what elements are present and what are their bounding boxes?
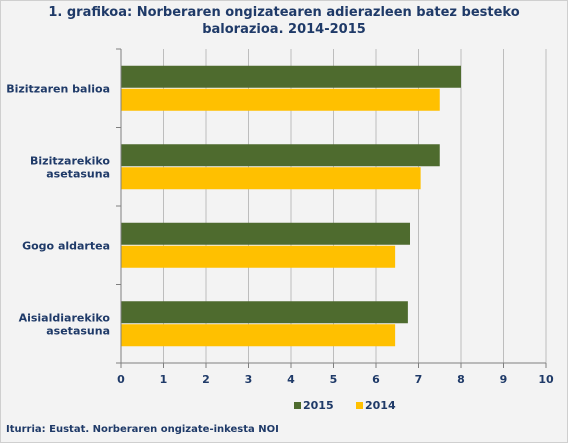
category-label-line: Gogo aldartea [22, 239, 110, 252]
category-label: Gogo aldartea [22, 239, 110, 252]
category-label-line: asetasuna [46, 167, 110, 180]
x-tick-label: 5 [330, 373, 338, 386]
source-note: Iturria: Eustat. Norberaren ongizate-ink… [6, 424, 279, 435]
chart-title-line-1: 1. grafikoa: Norberaren ongizatearen adi… [48, 5, 520, 20]
bar-2014-3 [121, 245, 396, 268]
bar-2014-2 [121, 167, 421, 190]
x-tick-label: 7 [415, 373, 423, 386]
category-label-line: Aisialdiarekiko [19, 311, 111, 324]
x-tick-label: 10 [538, 373, 554, 386]
legend-label-2015: 2015 [303, 399, 334, 412]
category-label-line: Bizitzarekiko [30, 154, 110, 167]
legend-swatch-2014 [356, 402, 363, 409]
legend-swatch-2015 [294, 402, 301, 409]
category-label: Bizitzarekiko asetasuna [30, 154, 110, 180]
bar-2015-2 [121, 144, 440, 167]
x-tick-label: 2 [202, 373, 210, 386]
category-label-line: asetasuna [46, 324, 110, 337]
category-label: Bizitzaren balioa [6, 82, 110, 95]
category-label: Aisialdiarekiko asetasuna [19, 311, 111, 337]
bar-2015-4 [121, 301, 408, 324]
chart-title: 1. grafikoa: Norberaren ongizatearen adi… [0, 4, 568, 38]
legend-label-2014: 2014 [365, 399, 396, 412]
x-tick-label: 6 [372, 373, 380, 386]
bar-2014-4 [121, 324, 396, 347]
x-tick-label: 0 [117, 373, 125, 386]
chart-title-line-2: balorazioa. 2014-2015 [202, 22, 366, 37]
x-tick-label: 3 [245, 373, 253, 386]
bar-2014-1 [121, 88, 440, 111]
category-label-line: Bizitzaren balioa [6, 82, 110, 95]
x-tick-label: 9 [500, 373, 508, 386]
x-tick-label: 4 [287, 373, 295, 386]
x-tick-label: 8 [457, 373, 465, 386]
bar-2015-3 [121, 222, 410, 245]
x-tick-label: 1 [160, 373, 168, 386]
bar-2015-1 [121, 65, 461, 88]
